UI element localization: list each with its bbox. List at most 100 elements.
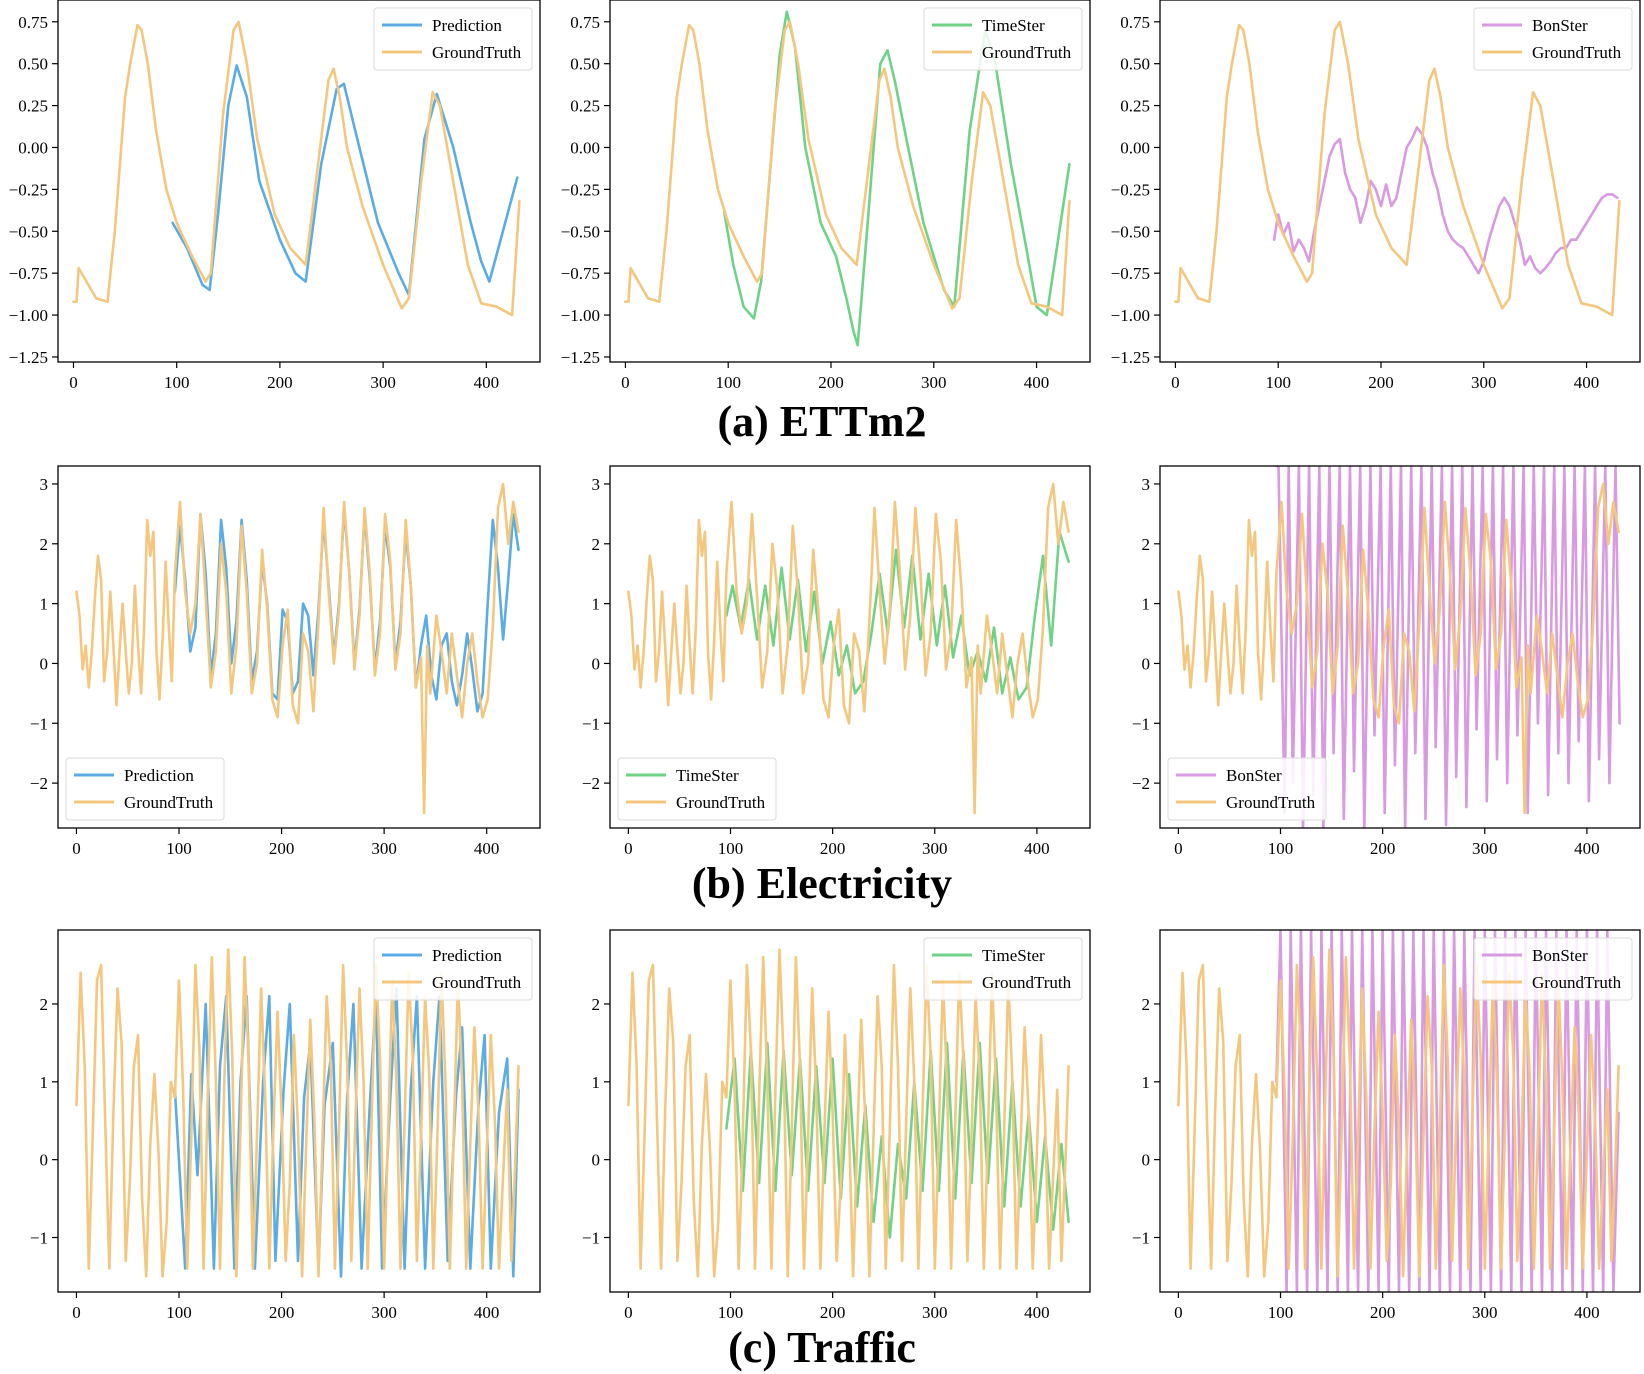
x-tick-label: 200	[269, 839, 295, 858]
panel-traffic-bonster: 0 100 200 300 400 −1 0 1 2 BonSter GroundTruth	[1132, 929, 1641, 1322]
series-line-timester	[725, 530, 1070, 701]
y-tick-label: 0	[1142, 1151, 1151, 1170]
x-tick-label: 0	[624, 839, 633, 858]
panel-electricity-timester: 0 100 200 300 400 −2 −1 0 1 2 3 TimeSter GroundTruth	[582, 465, 1091, 858]
y-tick-label: 2	[1142, 535, 1151, 554]
legend-label: GroundTruth	[124, 793, 214, 812]
y-tick-label: 3	[1142, 475, 1151, 494]
y-tick-label: 0.00	[1120, 138, 1150, 157]
y-tick-label: 1	[40, 595, 49, 614]
axes-frame	[1159, 929, 1641, 1293]
x-tick-label: 400	[474, 1303, 500, 1322]
series-line-groundtruth	[72, 20, 521, 317]
panel-traffic-prediction: 0 100 200 300 400 −1 0 1 2 Prediction GroundTruth	[30, 929, 541, 1322]
y-tick-label: 0.75	[1120, 13, 1150, 32]
x-tick-label: 100	[164, 373, 190, 392]
y-tick-label: 3	[592, 475, 601, 494]
y-tick-label: 0	[592, 1151, 601, 1170]
y-tick-label: −1.00	[9, 306, 48, 325]
plot-area	[1174, 20, 1621, 317]
legend-label: GroundTruth	[1532, 973, 1622, 992]
caption-electricity: (b) Electricity	[691, 859, 953, 908]
legend: Prediction GroundTruth	[373, 7, 533, 71]
y-tick-label: −1	[30, 1229, 48, 1248]
x-tick-label: 0	[69, 373, 78, 392]
x-tick-label: 400	[474, 839, 500, 858]
legend-label: Prediction	[432, 16, 502, 35]
x-tick-label: 400	[1574, 1303, 1600, 1322]
y-tick-label: −1	[1132, 1229, 1150, 1248]
x-tick-label: 300	[370, 373, 396, 392]
x-tick-label: 400	[1024, 373, 1050, 392]
y-tick-label: 3	[40, 475, 49, 494]
x-tick-label: 400	[1574, 839, 1600, 858]
legend-label: Prediction	[124, 766, 194, 785]
x-tick-label: 400	[1574, 373, 1600, 392]
legend-label: GroundTruth	[432, 43, 522, 62]
series-line-groundtruth	[1174, 20, 1621, 317]
plot-area	[75, 948, 520, 1278]
x-tick-label: 200	[818, 373, 844, 392]
y-tick-label: 2	[592, 995, 601, 1014]
series-line-bonster	[1275, 466, 1621, 828]
y-tick-label: −1	[582, 714, 600, 733]
legend: BonSter GroundTruth	[1473, 7, 1633, 71]
y-tick-label: 0.25	[1120, 97, 1150, 116]
plot-area	[1177, 466, 1621, 828]
plot-area	[75, 482, 520, 815]
caption-traffic: (c) Traffic	[728, 1323, 916, 1372]
legend-label: TimeSter	[982, 16, 1045, 35]
series-line-groundtruth	[75, 482, 520, 815]
axes-frame	[1159, 0, 1641, 363]
x-tick-label: 200	[267, 373, 293, 392]
axes-frame	[609, 465, 1091, 829]
plot-area	[1177, 930, 1620, 1292]
x-tick-label: 300	[371, 1303, 397, 1322]
y-tick-label: 1	[40, 1073, 49, 1092]
y-tick-label: 0.75	[570, 13, 600, 32]
y-tick-label: 1	[592, 1073, 601, 1092]
x-tick-label: 300	[921, 373, 947, 392]
y-tick-label: −2	[1132, 774, 1150, 793]
x-tick-label: 100	[1268, 839, 1294, 858]
y-tick-label: 0.25	[570, 97, 600, 116]
axes-frame	[57, 465, 541, 829]
legend-label: TimeSter	[676, 766, 739, 785]
y-tick-label: 0	[592, 654, 601, 673]
x-tick-label: 100	[718, 1303, 744, 1322]
y-tick-label: −1.00	[1111, 306, 1150, 325]
y-tick-label: −0.50	[9, 222, 48, 241]
x-tick-label: 200	[820, 839, 846, 858]
y-tick-label: 2	[40, 995, 49, 1014]
panel-ettm2-bonster: 0 100 200 300 400 −1.25 −1.00 −0.75 −0.50 −0.25 0.…	[1111, 0, 1641, 392]
legend: Prediction GroundTruth	[373, 937, 533, 1001]
plot-area	[72, 20, 521, 317]
legend-label: GroundTruth	[982, 973, 1072, 992]
legend: Prediction GroundTruth	[65, 757, 225, 821]
plot-area	[627, 948, 1070, 1278]
axes-frame	[609, 0, 1091, 363]
x-tick-label: 0	[621, 373, 630, 392]
panel-traffic-timester: 0 100 200 300 400 −1 0 1 2 TimeSter GroundTruth	[582, 929, 1091, 1322]
x-tick-label: 300	[371, 839, 397, 858]
y-tick-label: 1	[1142, 595, 1151, 614]
axes-frame	[1159, 465, 1641, 829]
x-tick-label: 0	[72, 1303, 81, 1322]
legend-label: GroundTruth	[1532, 43, 1622, 62]
legend-label: GroundTruth	[1226, 793, 1316, 812]
series-line-prediction	[171, 64, 519, 297]
y-tick-label: −0.75	[561, 264, 600, 283]
x-tick-label: 0	[1174, 839, 1183, 858]
x-tick-label: 300	[922, 839, 948, 858]
y-tick-label: 0.50	[1120, 55, 1150, 74]
y-tick-label: −1	[582, 1229, 600, 1248]
x-tick-label: 0	[624, 1303, 633, 1322]
x-tick-label: 300	[922, 1303, 948, 1322]
x-tick-label: 200	[820, 1303, 846, 1322]
y-tick-label: −1.25	[561, 348, 600, 367]
y-tick-label: 1	[1142, 1073, 1151, 1092]
y-tick-label: −0.25	[1111, 180, 1150, 199]
series-line-groundtruth	[624, 20, 1071, 317]
y-tick-label: 0.50	[570, 55, 600, 74]
x-tick-label: 200	[1368, 373, 1394, 392]
